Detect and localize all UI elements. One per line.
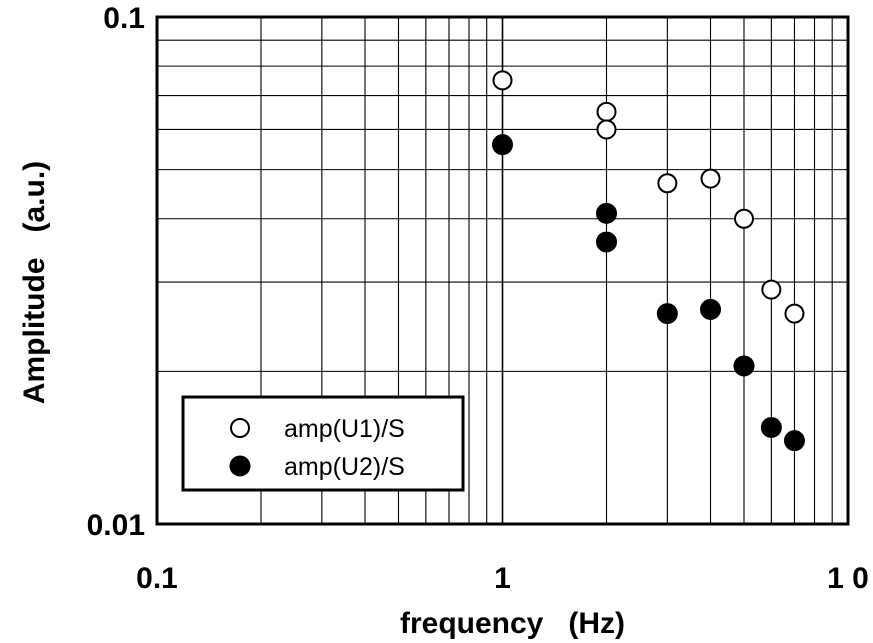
y-axis-label: Amplitude (a.u.) — [18, 161, 51, 404]
tick-labels: 0.1 1 1 0 0.01 0.1 — [87, 2, 869, 595]
plot-frame — [155, 15, 850, 526]
x-axis-label: frequency (Hz) — [400, 607, 625, 640]
data-point-filled — [656, 303, 678, 325]
legend-marker-amp-u1 — [230, 418, 250, 438]
data-point-filled — [760, 417, 782, 439]
data-point-filled — [733, 355, 755, 377]
data-point-filled — [700, 298, 722, 320]
data-point-open — [657, 173, 678, 194]
x-tick-label: 1 — [494, 562, 511, 595]
data-point-open — [596, 119, 617, 140]
grid — [157, 17, 848, 524]
data-point-open — [761, 279, 782, 300]
data-point-open — [700, 168, 721, 189]
data-points — [492, 70, 805, 452]
data-point-open — [784, 303, 805, 324]
data-point-filled — [492, 134, 513, 156]
y-tick-label: 0.01 — [87, 509, 145, 542]
data-point-filled — [596, 202, 618, 224]
legend: amp(U1)/S amp(U2)/S — [181, 395, 465, 492]
data-point-filled — [783, 430, 805, 452]
legend-box — [181, 395, 465, 492]
legend-label-amp-u2: amp(U2)/S — [284, 453, 405, 481]
legend-label-amp-u1: amp(U1)/S — [284, 415, 405, 443]
data-point-filled — [596, 231, 618, 253]
y-tick-label: 0.1 — [103, 2, 145, 35]
legend-marker-amp-u2 — [229, 455, 251, 477]
data-point-open — [492, 70, 513, 91]
x-tick-label: 0.1 — [136, 562, 178, 595]
data-point-open — [733, 208, 754, 229]
x-tick-label: 1 0 — [827, 562, 869, 595]
data-point-open — [596, 101, 617, 122]
